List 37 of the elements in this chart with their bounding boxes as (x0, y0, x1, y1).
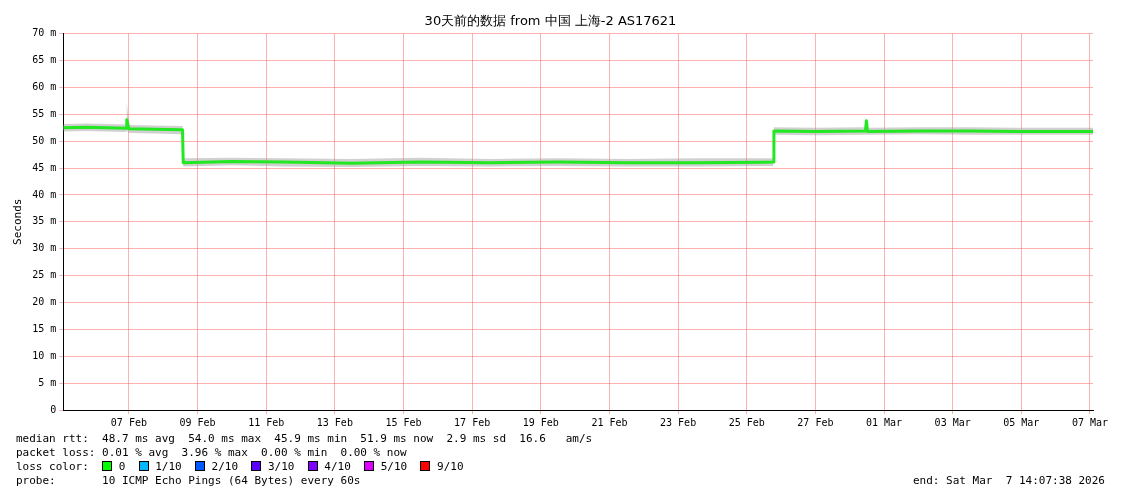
y-tick-label: 50 m (32, 134, 57, 146)
x-tick-label: 19 Feb (522, 416, 559, 428)
x-tick-label: 25 Feb (728, 416, 765, 428)
text: median rtt: 48.7 ms avg 54.0 ms max 45.9 ms min 51.9 ms now 2.9 ms sd 16.6 am/s (16, 432, 594, 446)
y-tick-label: 15 m (32, 322, 57, 334)
x-tick-label: 15 Feb (385, 416, 422, 428)
y-tick-label: 55 m (32, 107, 57, 119)
x-tick-label: 13 Feb (316, 416, 353, 428)
y-tick-label: 25 m (32, 269, 57, 281)
y-tick-label: 10 m (32, 349, 57, 361)
x-tick-label: 17 Feb (454, 416, 491, 428)
y-tick-label: 5 m (38, 376, 57, 388)
text: probe: 10 ICMP Echo Pings (64 Bytes) every 60s (16, 474, 361, 487)
x-tick-label: 03 Mar (934, 416, 971, 428)
x-tick-label: 23 Feb (660, 416, 697, 428)
x-tick-label: 01 Mar (865, 416, 903, 428)
y-tick-label: 35 m (32, 215, 57, 227)
y-tick-label: 40 m (32, 188, 57, 200)
x-tick-label: 27 Feb (797, 416, 834, 428)
y-tick-label: 60 m (32, 80, 57, 92)
chart-title: 30天前的数据 from 中国 上海-2 AS17621 (424, 13, 677, 29)
y-tick-label: 65 m (32, 54, 57, 66)
y-tick-label: 70 m (32, 27, 57, 39)
x-tick-label: 05 Mar (1003, 416, 1040, 428)
x-tick-label: 07 Mar (1071, 416, 1109, 428)
x-tick-label: 09 Feb (179, 416, 216, 428)
y-tick-label: 45 m (32, 161, 57, 173)
text: packet loss: 0.01 % avg 3.96 % max 0.00 % min 0.00 % now (16, 446, 408, 460)
x-tick-label: 07 Feb (110, 416, 147, 428)
x-tick-label: 21 Feb (591, 416, 628, 428)
y-axis-title: Seconds (11, 198, 25, 245)
text: loss color: 0 1/10 2/10 3/10 4/10 5/10 9/10 (16, 460, 464, 473)
y-tick-label: 30 m (32, 242, 57, 254)
text: end: Sat Mar 7 14:07:38 2026 (912, 474, 1105, 488)
y-tick-label: 0 (50, 403, 57, 415)
x-tick-label: 11 Feb (248, 416, 285, 428)
y-tick-label: 20 m (32, 296, 57, 308)
